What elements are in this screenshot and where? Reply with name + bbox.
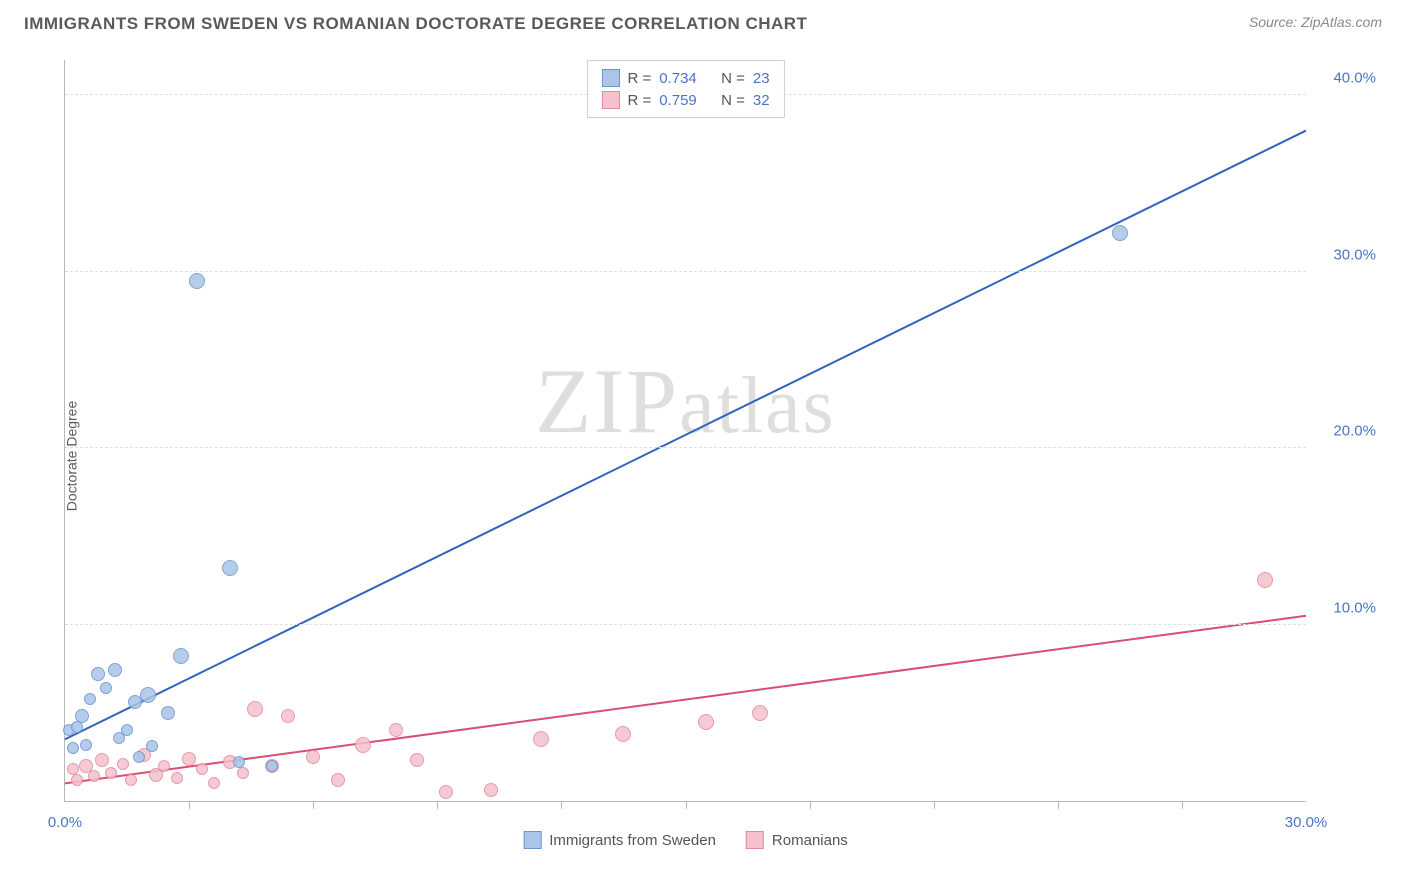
data-point-blue	[75, 709, 89, 723]
swatch-blue	[523, 831, 541, 849]
x-tick-label: 30.0%	[1285, 814, 1328, 831]
data-point-pink	[698, 714, 714, 730]
data-point-blue	[80, 739, 92, 751]
data-point-pink	[281, 709, 295, 723]
r-value-pink: 0.759	[659, 92, 697, 109]
x-tick	[561, 801, 562, 809]
trend-line-blue	[65, 131, 1306, 740]
data-point-pink	[484, 783, 498, 797]
data-point-pink	[533, 731, 549, 747]
n-label: N =	[721, 92, 745, 109]
data-point-pink	[752, 705, 768, 721]
data-point-pink	[389, 723, 403, 737]
y-tick-label: 20.0%	[1316, 423, 1376, 440]
data-point-pink	[117, 758, 129, 770]
data-point-pink	[208, 777, 220, 789]
gridline	[65, 271, 1306, 272]
x-tick-label: 0.0%	[48, 814, 82, 831]
data-point-pink	[125, 774, 137, 786]
x-tick	[437, 801, 438, 809]
legend-row-blue: R = 0.734 N = 23	[601, 67, 769, 89]
data-point-pink	[171, 772, 183, 784]
y-tick-label: 40.0%	[1316, 70, 1376, 87]
data-point-pink	[237, 767, 249, 779]
data-point-pink	[71, 774, 83, 786]
data-point-pink	[88, 770, 100, 782]
swatch-pink	[601, 91, 619, 109]
gridline	[65, 447, 1306, 448]
data-point-pink	[158, 760, 170, 772]
data-point-blue	[108, 663, 122, 677]
n-value-blue: 23	[753, 70, 770, 87]
series-name-blue: Immigrants from Sweden	[549, 832, 716, 849]
trend-lines	[65, 60, 1306, 801]
data-point-blue	[222, 560, 238, 576]
n-value-pink: 32	[753, 92, 770, 109]
data-point-pink	[105, 767, 117, 779]
data-point-blue	[121, 724, 133, 736]
x-tick	[189, 801, 190, 809]
data-point-blue	[233, 756, 245, 768]
data-point-blue	[146, 740, 158, 752]
y-tick-label: 30.0%	[1316, 246, 1376, 263]
y-tick-label: 10.0%	[1316, 599, 1376, 616]
x-tick	[934, 801, 935, 809]
data-point-pink	[196, 763, 208, 775]
series-legend: Immigrants from Sweden Romanians	[523, 831, 848, 849]
data-point-blue	[173, 648, 189, 664]
data-point-pink	[182, 752, 196, 766]
series-name-pink: Romanians	[772, 832, 848, 849]
data-point-pink	[355, 737, 371, 753]
x-tick	[1058, 801, 1059, 809]
x-tick	[686, 801, 687, 809]
data-point-pink	[439, 785, 453, 799]
n-label: N =	[721, 70, 745, 87]
data-point-blue	[140, 687, 156, 703]
r-label: R =	[627, 70, 651, 87]
legend-item-blue: Immigrants from Sweden	[523, 831, 716, 849]
data-point-pink	[1257, 572, 1273, 588]
data-point-pink	[306, 750, 320, 764]
swatch-pink	[746, 831, 764, 849]
data-point-blue	[67, 742, 79, 754]
data-point-blue	[1112, 225, 1128, 241]
chart-container: Doctorate Degree ZIPatlas R = 0.734 N = …	[50, 50, 1386, 862]
r-value-blue: 0.734	[659, 70, 697, 87]
swatch-blue	[601, 69, 619, 87]
data-point-blue	[91, 667, 105, 681]
r-label: R =	[627, 92, 651, 109]
legend-row-pink: R = 0.759 N = 32	[601, 89, 769, 111]
gridline	[65, 624, 1306, 625]
data-point-blue	[133, 751, 145, 763]
correlation-legend: R = 0.734 N = 23 R = 0.759 N = 32	[586, 60, 784, 118]
data-point-blue	[266, 760, 278, 772]
data-point-pink	[95, 753, 109, 767]
legend-item-pink: Romanians	[746, 831, 848, 849]
data-point-pink	[615, 726, 631, 742]
source-attribution: Source: ZipAtlas.com	[1249, 14, 1382, 30]
x-tick	[1182, 801, 1183, 809]
plot-area: ZIPatlas R = 0.734 N = 23 R = 0.759 N = …	[64, 60, 1306, 802]
data-point-blue	[189, 273, 205, 289]
x-tick	[810, 801, 811, 809]
chart-title: IMMIGRANTS FROM SWEDEN VS ROMANIAN DOCTO…	[24, 14, 807, 34]
data-point-blue	[100, 682, 112, 694]
data-point-blue	[161, 706, 175, 720]
x-tick	[313, 801, 314, 809]
data-point-pink	[247, 701, 263, 717]
data-point-pink	[410, 753, 424, 767]
data-point-blue	[84, 693, 96, 705]
trend-line-pink	[65, 616, 1306, 784]
data-point-pink	[331, 773, 345, 787]
